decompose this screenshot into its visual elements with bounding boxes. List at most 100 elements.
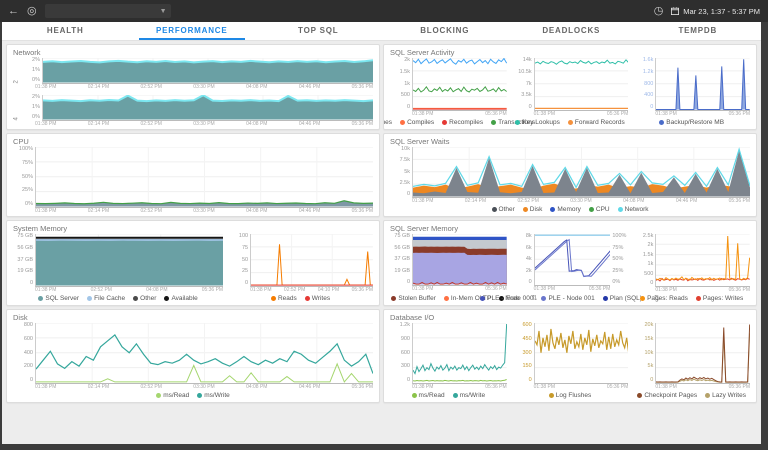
legend-label: Backup/Restore MB — [666, 119, 725, 126]
waits-plot-area[interactable] — [412, 147, 750, 198]
legend-item-forward-records[interactable]: Forward Records — [567, 119, 625, 126]
legend-dot-icon — [499, 295, 505, 301]
x-axis: 01:38 PM 02:14 PM 02:52 PM 03:30 PM 04:08 PM… — [13, 384, 373, 391]
legend-item-ple-node-001[interactable]: PLE - Node 001 — [541, 295, 595, 302]
legend-sort-icon[interactable]: ⇅ — [653, 295, 660, 302]
chart-legend: SQL Server File Cache Other Available — [13, 293, 223, 303]
legend-item-reads[interactable]: Reads — [270, 295, 297, 302]
disk-latency-chart[interactable]: 800 600 400 200 0 01:38 PM 02:14 PM 02:52 PM 03:… — [13, 322, 373, 400]
legend-item-compiles[interactable]: Compiles — [400, 119, 434, 126]
sysmem1-plot-area[interactable] — [35, 234, 224, 287]
legend-item-memory[interactable]: Memory — [550, 206, 581, 213]
target-selector[interactable]: ▼ — [44, 4, 171, 18]
network_out-plot-area[interactable] — [42, 58, 373, 84]
dbio1-plot-area[interactable] — [412, 323, 507, 384]
x-axis-label: 01:38 PM — [35, 383, 57, 390]
x-axis-label: 01:38 PM — [533, 110, 556, 117]
y-axis-label: 56 GB — [394, 244, 410, 251]
sql-memory-ple-chart[interactable]: 8k 6k 4k 2k 0 100% 75% 50% 25% 0% 01:38 PM 05:36 PM… — [480, 233, 660, 303]
legend-item-checkpoint-pages[interactable]: Checkpoint Pages — [637, 392, 697, 399]
legend-item-writes[interactable]: Writes — [304, 295, 330, 302]
dbio3-plot-area[interactable] — [655, 323, 750, 384]
legend-item-other[interactable]: Other — [491, 206, 515, 213]
legend-item-ms-write[interactable]: ms/Write — [197, 392, 230, 399]
act1-plot-area[interactable] — [412, 58, 507, 111]
activity-backup-chart[interactable]: 1.6k 1.2k 800 400 0 01:38 PM 05:36 PM Backup/Re… — [633, 57, 750, 127]
dbio-log-flushes-chart[interactable]: 600 450 300 150 0 01:38 PM 05:36 PM Log Flushes — [512, 322, 629, 400]
legend-item-ms-read[interactable]: ms/Read — [156, 392, 189, 399]
y-axis-label: 7.5k — [399, 157, 410, 164]
legend-item-stolen-buffer[interactable]: Stolen Buffer — [391, 295, 436, 302]
tab-blocking[interactable]: BLOCKING — [420, 26, 470, 35]
dbio-latency-chart[interactable]: 1.2k 900 600 300 0 01:38 PM 05:36 PM ms/Read ms/… — [390, 322, 507, 400]
legend-item-cpu[interactable]: CPU — [588, 206, 610, 213]
legend-item-available[interactable]: Available — [164, 295, 198, 302]
legend-item-in-mem-oltp[interactable]: In-Mem OLTP — [443, 295, 491, 302]
act2-plot-area[interactable] — [533, 58, 629, 111]
legend-item-key-lookups[interactable]: Key Lookups — [515, 119, 560, 126]
legend-item-file-cache[interactable]: File Cache — [87, 295, 125, 302]
x-axis-label: 04:46 PM — [675, 197, 698, 204]
dbio2-plot-area[interactable] — [533, 323, 629, 384]
activity-lookups-chart[interactable]: 14k 10.5k 7k 3.5k 0 01:38 PM 05:36 PM Key Looku… — [512, 57, 629, 127]
sqlmem1-plot-area[interactable] — [412, 234, 507, 286]
legend-item-backup-restore-mb[interactable]: Backup/Restore MB — [659, 119, 724, 126]
sqlmem2-plot-area[interactable] — [533, 234, 611, 286]
y-axis-label: 6k — [525, 244, 532, 251]
y-axis: 10k 7.5k 5k 2.5k 0 — [390, 146, 412, 198]
tab-health[interactable]: HEALTH — [46, 26, 84, 35]
x-axis-label: 04:46 PM — [298, 83, 321, 90]
y-axis-label: 15k — [644, 335, 654, 342]
legend-item-other[interactable]: Other — [133, 295, 156, 302]
sysmem2-plot-area[interactable] — [250, 234, 373, 287]
waits-chart[interactable]: 10k 7.5k 5k 2.5k 0 01:38 PM 02:14 PM 02:52 PM 03… — [390, 146, 750, 214]
act3-plot-area[interactable] — [655, 58, 750, 111]
back-icon[interactable]: ← — [8, 4, 19, 17]
network-out-chart[interactable]: 2 2% 1% 0% 01:38 PM 02:14 PM 02:52 PM 03:30 PM 0… — [13, 57, 373, 90]
x-axis-label: 05:36 PM — [351, 286, 373, 293]
dbio-checkpoint-chart[interactable]: 20k 15k 10k 5k 0 01:38 PM 05:36 PM Checkpoint P… — [633, 322, 750, 400]
cpu-chart[interactable]: 100% 75% 50% 25% 0% 01:38 PM 02:14 PM 02:52 PM 0… — [13, 146, 373, 214]
y-axis: 2% 1% 0% — [20, 57, 42, 84]
network-in-chart[interactable]: 4 2% 1% 0% 01:38 PM 02:14 PM 02:52 PM 03:30 PM 0… — [13, 94, 373, 127]
panel-system-memory: System Memory 75 GB 56 GB 37 GB 19 GB 0 01:38… — [6, 220, 380, 306]
legend-dot-icon — [391, 295, 397, 301]
tab-performance[interactable]: PERFORMANCE — [129, 22, 256, 40]
legend-item-free[interactable]: Free — [499, 295, 520, 302]
axis-group-label: 2 — [13, 80, 20, 84]
legend-item-recompiles[interactable]: Recompiles — [442, 119, 483, 126]
network_in-plot-area[interactable] — [42, 95, 373, 121]
sql-memory-pages-chart[interactable]: 2.5k 2k 1.5k 1k 500 0 01:38 PM 05:36 PM Pages: R… — [633, 233, 750, 303]
legend-item-lazy-writes[interactable]: Lazy Writes — [705, 392, 746, 399]
tab-tempdb[interactable]: TEMPDB — [678, 26, 718, 35]
system-memory-usage-chart[interactable]: 75 GB 56 GB 37 GB 19 GB 0 01:38 PM 02:52 PM 04:… — [13, 233, 224, 303]
legend-item-ms-write[interactable]: ms/Write — [452, 392, 485, 399]
sqlmem3-plot-area[interactable] — [655, 234, 750, 287]
legend-dot-icon — [548, 393, 554, 398]
legend-item-log-flushes[interactable]: Log Flushes — [548, 392, 591, 399]
disk-plot-area[interactable] — [35, 323, 373, 384]
legend-item-plan-sql-[interactable]: Plan (SQL) — [602, 295, 642, 302]
x-axis-label: 05:36 PM — [728, 383, 750, 390]
legend-item-batches[interactable]: Batches — [384, 119, 392, 126]
y-axis-label: 4k — [525, 256, 532, 262]
tab-deadlocks[interactable]: DEADLOCKS — [542, 26, 601, 35]
history-clock-icon[interactable]: ◷ — [653, 4, 664, 17]
legend-sort-icon[interactable]: ⇅ — [531, 295, 538, 302]
legend-label: Pages: Writes — [702, 295, 744, 302]
date-range-picker[interactable]: Mar 23, 1:37 - 5:37 PM — [671, 7, 760, 16]
legend-item-ple-node-000[interactable]: PLE - Node 000 — [480, 295, 533, 302]
legend-item-disk[interactable]: Disk — [522, 206, 542, 213]
cpu-plot-area[interactable] — [35, 147, 373, 208]
legend-item-pages-writes[interactable]: Pages: Writes — [695, 295, 744, 302]
legend-item-sql-server[interactable]: SQL Server — [38, 295, 79, 302]
legend-dot-icon — [400, 120, 406, 125]
legend-item-pages-reads[interactable]: Pages: Reads — [640, 295, 688, 302]
system-memory-paging-chart[interactable]: 100 75 50 25 0 01:38 PM 02:52 PM 04:10 PM 05:36 … — [228, 233, 373, 303]
tab-top-sql[interactable]: TOP SQL — [298, 26, 339, 35]
legend-item-ms-read[interactable]: ms/Read — [411, 392, 445, 399]
legend-item-network[interactable]: Network — [617, 206, 648, 213]
